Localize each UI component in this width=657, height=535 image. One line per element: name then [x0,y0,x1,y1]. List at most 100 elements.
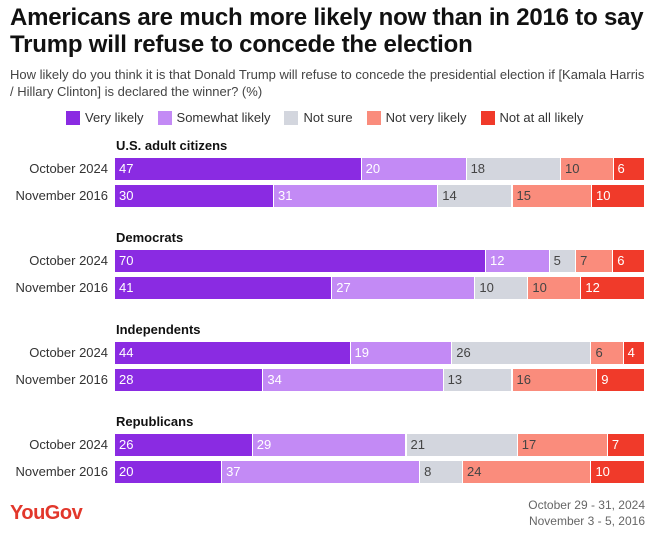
data-label: 7 [580,253,588,268]
bar-segment: 20 [361,158,467,180]
bar-segment: 10 [475,277,529,299]
row-label: November 2016 [15,372,109,387]
data-label: 10 [479,280,494,295]
data-label: 6 [617,253,625,268]
data-label: 24 [466,464,482,479]
bar-segment: 12 [581,277,645,299]
bar-segment: 15 [512,185,592,207]
data-label: 16 [516,372,531,387]
data-label: 37 [226,464,241,479]
data-label: 15 [516,188,531,203]
data-label: 30 [119,188,134,203]
data-label: 31 [278,188,293,203]
row-label: October 2024 [29,161,108,176]
data-label: 47 [119,161,134,176]
data-label: 10 [532,280,547,295]
data-label: 34 [267,372,282,387]
legend-label: Not sure [303,110,353,125]
legend-label: Not very likely [385,110,467,125]
bar-segment: 26 [452,342,592,364]
legend-swatch [157,110,172,125]
data-label: 26 [456,345,471,360]
bar-segment: 26 [115,434,253,456]
group-title: Democrats [116,230,184,245]
data-label: 10 [596,188,611,203]
data-label: 20 [365,161,381,176]
data-label: 12 [490,253,505,268]
yougov-logo: YouGov [10,502,83,524]
data-label: 18 [470,161,486,176]
data-label: 27 [336,280,351,295]
data-label: 19 [354,345,370,360]
data-label: 10 [565,161,580,176]
bar-segment: 10 [528,277,582,299]
legend-item: Not at all likely [480,110,584,125]
legend-label: Somewhat likely [176,110,271,125]
data-label: 6 [617,161,625,176]
row-label: October 2024 [29,345,108,360]
data-label: 5 [553,253,561,268]
row-label: October 2024 [29,253,108,268]
legend-item: Somewhat likely [157,110,271,125]
legend-item: Not very likely [366,110,467,125]
bar-segment: 8 [420,461,463,483]
bar-segment: 6 [613,250,645,272]
group-title: Independents [116,322,201,337]
row-label: November 2016 [15,280,109,295]
data-label: 70 [119,253,134,268]
data-label: 6 [595,345,603,360]
bar-segment: 14 [438,185,513,207]
survey-dates: October 29 - 31, 2024 November 3 - 5, 20… [528,497,645,529]
bar-segment: 16 [512,369,598,391]
chart-title: Americans are much more likely now than … [10,4,644,58]
bar-segment: 10 [561,158,614,180]
bar-segment: 5 [549,250,577,272]
bar-segment: 29 [252,434,407,456]
bar-segment: 37 [222,461,421,483]
bar-segment: 47 [115,158,362,180]
bar-segment: 18 [466,158,562,180]
bar-segment: 27 [332,277,476,299]
chart-subtitle: How likely do you think it is that Donal… [10,67,645,99]
legend-swatch [66,110,80,125]
bar-segment: 9 [597,369,645,391]
data-label: 44 [119,345,134,360]
legend-label: Very likely [85,110,144,125]
group-title: U.S. adult citizens [116,138,228,153]
data-label: 26 [119,437,134,452]
legend-item: Not sure [284,110,353,125]
data-label: 8 [424,464,432,479]
row-label: October 2024 [29,437,108,452]
bar-segment: 70 [115,250,486,272]
data-label: 28 [119,372,134,387]
survey-date-2024: October 29 - 31, 2024 [528,498,645,512]
bar-segment: 28 [115,369,264,391]
data-label: 14 [442,188,457,203]
bar-segment: 10 [591,461,645,483]
bar-segment: 31 [274,185,439,207]
bar-segment: 21 [406,434,518,456]
legend-item: Very likely [66,110,144,125]
bar-segment: 10 [592,185,645,207]
legend-swatch [366,110,381,125]
data-label: 20 [119,464,134,479]
group-title: Republicans [116,414,194,429]
legend-swatch [480,110,495,125]
legend-label: Not at all likely [499,110,584,125]
legend-swatch [284,110,299,125]
data-label: 7 [611,437,620,452]
data-label: 21 [410,437,425,452]
bar-segment: 19 [350,342,453,364]
row-label: November 2016 [15,188,109,203]
bar-segment: 20 [115,461,223,483]
data-label: 9 [601,372,609,387]
survey-date-2016: November 3 - 5, 2016 [528,514,645,528]
legend: Very likely Somewhat likely Not sure Not ve… [66,110,583,125]
bar-segment: 7 [607,434,645,456]
bar-segment: 41 [115,277,333,299]
bar-segment: 17 [517,434,608,456]
data-label: 13 [447,372,463,387]
bar-segment: 44 [115,342,351,364]
bar-segment: 7 [576,250,614,272]
row-label: November 2016 [15,464,109,479]
